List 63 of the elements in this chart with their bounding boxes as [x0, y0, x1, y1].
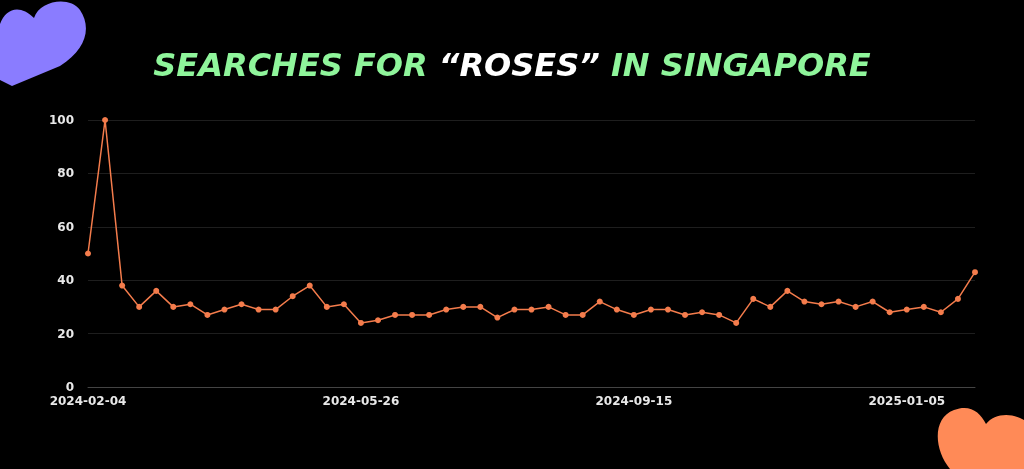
point — [102, 117, 109, 123]
point — [426, 311, 433, 318]
y-tick-label: 60 — [57, 219, 74, 234]
x-tick-label: 2024-05-26 — [322, 394, 400, 408]
point — [357, 319, 364, 326]
point — [750, 295, 757, 302]
point — [647, 306, 654, 313]
point — [221, 306, 228, 313]
point — [699, 309, 706, 316]
point — [579, 311, 586, 318]
point — [528, 306, 535, 313]
point — [187, 301, 194, 308]
point — [136, 303, 143, 310]
point — [716, 311, 723, 318]
point — [869, 298, 876, 305]
point — [903, 306, 910, 313]
y-tick-label: 80 — [57, 166, 74, 181]
point — [323, 303, 330, 310]
point — [170, 303, 177, 310]
point — [340, 301, 347, 308]
point — [937, 309, 944, 316]
y-tick-label: 100 — [48, 113, 74, 127]
point — [562, 311, 569, 318]
point — [272, 306, 279, 313]
point — [119, 282, 126, 289]
point — [972, 269, 978, 276]
point — [494, 314, 501, 321]
x-tick-label: 2024-09-15 — [595, 394, 673, 408]
point — [306, 282, 313, 289]
point — [460, 303, 467, 310]
point — [409, 311, 416, 318]
point — [630, 311, 637, 318]
point — [682, 311, 689, 318]
point — [374, 317, 381, 324]
point — [255, 306, 262, 313]
point — [767, 303, 774, 310]
point — [835, 298, 842, 305]
point — [920, 303, 927, 310]
x-tick-label: 2024-02-04 — [49, 394, 127, 408]
point — [801, 298, 808, 305]
point — [477, 303, 484, 310]
point — [733, 319, 740, 326]
point — [511, 306, 518, 313]
y-tick-label: 0 — [65, 380, 74, 394]
x-tick-label: 2025-01-05 — [868, 394, 946, 408]
point — [784, 287, 791, 294]
point — [238, 301, 245, 308]
point — [443, 306, 450, 313]
point — [153, 287, 160, 294]
point — [289, 293, 296, 300]
point — [852, 303, 859, 310]
point — [392, 311, 399, 318]
chart-title: SEARCHES FOR “ROSES” IN SINGAPORE — [153, 46, 871, 84]
point — [818, 301, 825, 308]
point — [664, 306, 671, 313]
point — [204, 311, 211, 318]
point — [613, 306, 620, 313]
y-tick-label: 20 — [57, 326, 74, 341]
y-tick-label: 40 — [57, 273, 74, 288]
point — [954, 295, 961, 302]
point — [545, 303, 552, 310]
point — [85, 250, 91, 257]
point — [886, 309, 893, 316]
